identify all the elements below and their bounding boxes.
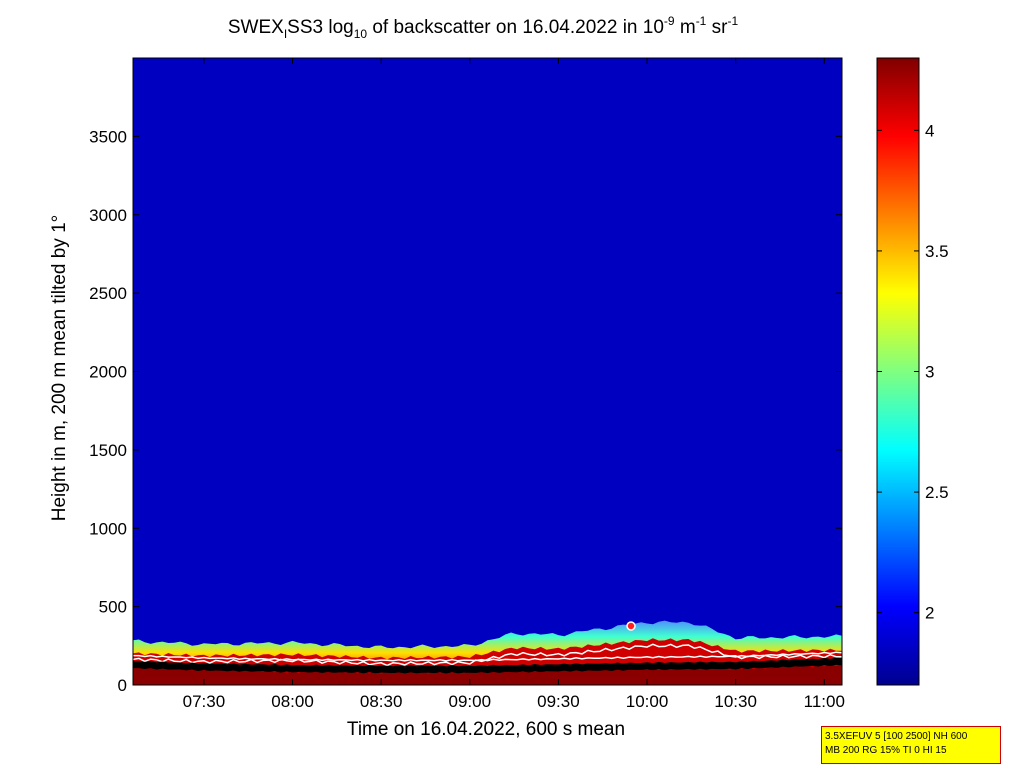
boundary-layer-line <box>133 657 842 674</box>
colorbar-tick-label: 4 <box>925 121 934 140</box>
info-line-2: MB 200 RG 15% TI 0 HI 15 <box>825 745 947 756</box>
colorbar-tick-label: 3.5 <box>925 242 949 261</box>
x-tick-label: 10:30 <box>714 692 757 711</box>
x-tick-label: 09:30 <box>537 692 580 711</box>
x-tick-label: 08:30 <box>360 692 403 711</box>
cloud-marker <box>626 621 636 631</box>
x-tick-label: 07:30 <box>183 692 226 711</box>
plot-background <box>133 58 842 685</box>
colorbar-tick-label: 3 <box>925 363 934 382</box>
y-tick-label: 2000 <box>89 363 127 382</box>
y-axis: 0 500 1000 1500 2000 2500 3000 3500 <box>89 127 842 695</box>
y-tick-label: 1000 <box>89 519 127 538</box>
colorbar-ticks: 2 2.5 3 3.5 4 <box>877 121 949 623</box>
y-tick-label: 0 <box>118 676 127 695</box>
y-axis-label: Height in m, 200 m mean tilted by 1° <box>49 215 70 521</box>
x-axis: 07:30 08:00 08:30 09:00 09:30 10:00 10:30 11:00 <box>183 58 845 711</box>
y-tick-label: 1500 <box>89 441 127 460</box>
colorbar: 2 2.5 3 3.5 4 <box>876 57 949 686</box>
y-tick-label: 500 <box>99 598 127 617</box>
colorbar-tick-label: 2 <box>925 604 934 623</box>
x-tick-label: 10:00 <box>626 692 669 711</box>
plot-area: 07:30 08:00 08:30 09:00 09:30 10:00 10:30 11:00… <box>89 57 845 711</box>
info-line-1: 3.5XEFUV 5 [100 2500] NH 600 <box>825 731 968 742</box>
colorbar-gradient <box>876 57 920 686</box>
layer-top-line <box>133 651 842 662</box>
colorbar-tick-label: 2.5 <box>925 483 949 502</box>
x-axis-label: Time on 16.04.2022, 600 s mean <box>347 719 625 740</box>
x-tick-label: 09:00 <box>449 692 492 711</box>
y-tick-label: 2500 <box>89 284 127 303</box>
x-tick-label: 08:00 <box>271 692 314 711</box>
processing-info-box: 3.5XEFUV 5 [100 2500] NH 600 MB 200 RG 1… <box>821 726 1001 764</box>
chart-title: SWEXISS3 log10 of backscatter on 16.04.2… <box>228 14 739 41</box>
y-tick-label: 3500 <box>89 127 127 146</box>
x-tick-label: 11:00 <box>804 692 845 711</box>
y-tick-label: 3000 <box>89 206 127 225</box>
